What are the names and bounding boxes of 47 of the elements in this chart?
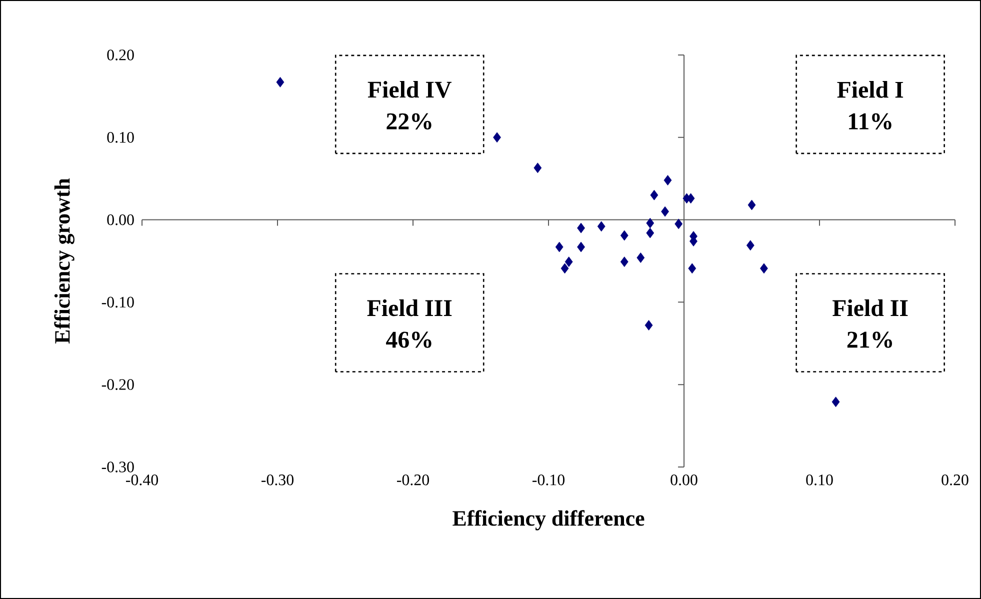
point <box>832 396 840 408</box>
point <box>661 206 669 217</box>
point <box>493 132 501 143</box>
point <box>577 242 585 252</box>
y-tick-label: 0.00 <box>107 214 134 226</box>
point <box>564 256 573 268</box>
point <box>597 221 606 232</box>
point <box>620 230 628 241</box>
x-tick-label: 0.00 <box>670 474 698 486</box>
annotation: 11% <box>848 113 892 130</box>
point <box>646 218 654 228</box>
annotation: 21% <box>847 332 892 348</box>
point <box>674 218 683 230</box>
point <box>636 252 645 263</box>
point <box>760 263 768 274</box>
y-tick-label: -0.10 <box>102 296 134 308</box>
point <box>577 222 585 234</box>
annotation: Field I <box>837 81 904 98</box>
point <box>534 162 542 174</box>
x-axis-title: Efficiency difference <box>452 510 644 530</box>
y-tick-label: 0.20 <box>107 50 134 60</box>
point <box>748 200 756 210</box>
point <box>276 76 284 88</box>
x-tick-label: 0.10 <box>806 474 833 486</box>
point <box>644 320 653 330</box>
y-tick-label: -0.30 <box>102 462 134 472</box>
annotation: 22% <box>386 113 432 130</box>
point <box>620 256 628 268</box>
point <box>746 240 754 251</box>
annotation: Field II <box>832 299 908 316</box>
point <box>650 190 658 200</box>
point <box>688 263 696 274</box>
annotation: 46% <box>386 332 432 348</box>
point <box>555 242 564 252</box>
y-axis-title: Efficiency growth <box>54 178 74 344</box>
x-tick-label: 0.20 <box>942 474 968 486</box>
x-tick-label: -0.30 <box>262 474 294 486</box>
point <box>560 263 569 274</box>
x-tick-label: -0.10 <box>532 474 564 486</box>
x-tick-label: -0.40 <box>126 474 158 486</box>
y-tick-label: -0.20 <box>102 379 134 390</box>
y-tick-label: 0.10 <box>107 132 134 143</box>
point <box>646 228 654 238</box>
annotation: Field IV <box>368 80 452 98</box>
x-tick-label: -0.20 <box>397 474 429 486</box>
annotation: Field III <box>367 299 452 316</box>
point <box>664 175 672 186</box>
